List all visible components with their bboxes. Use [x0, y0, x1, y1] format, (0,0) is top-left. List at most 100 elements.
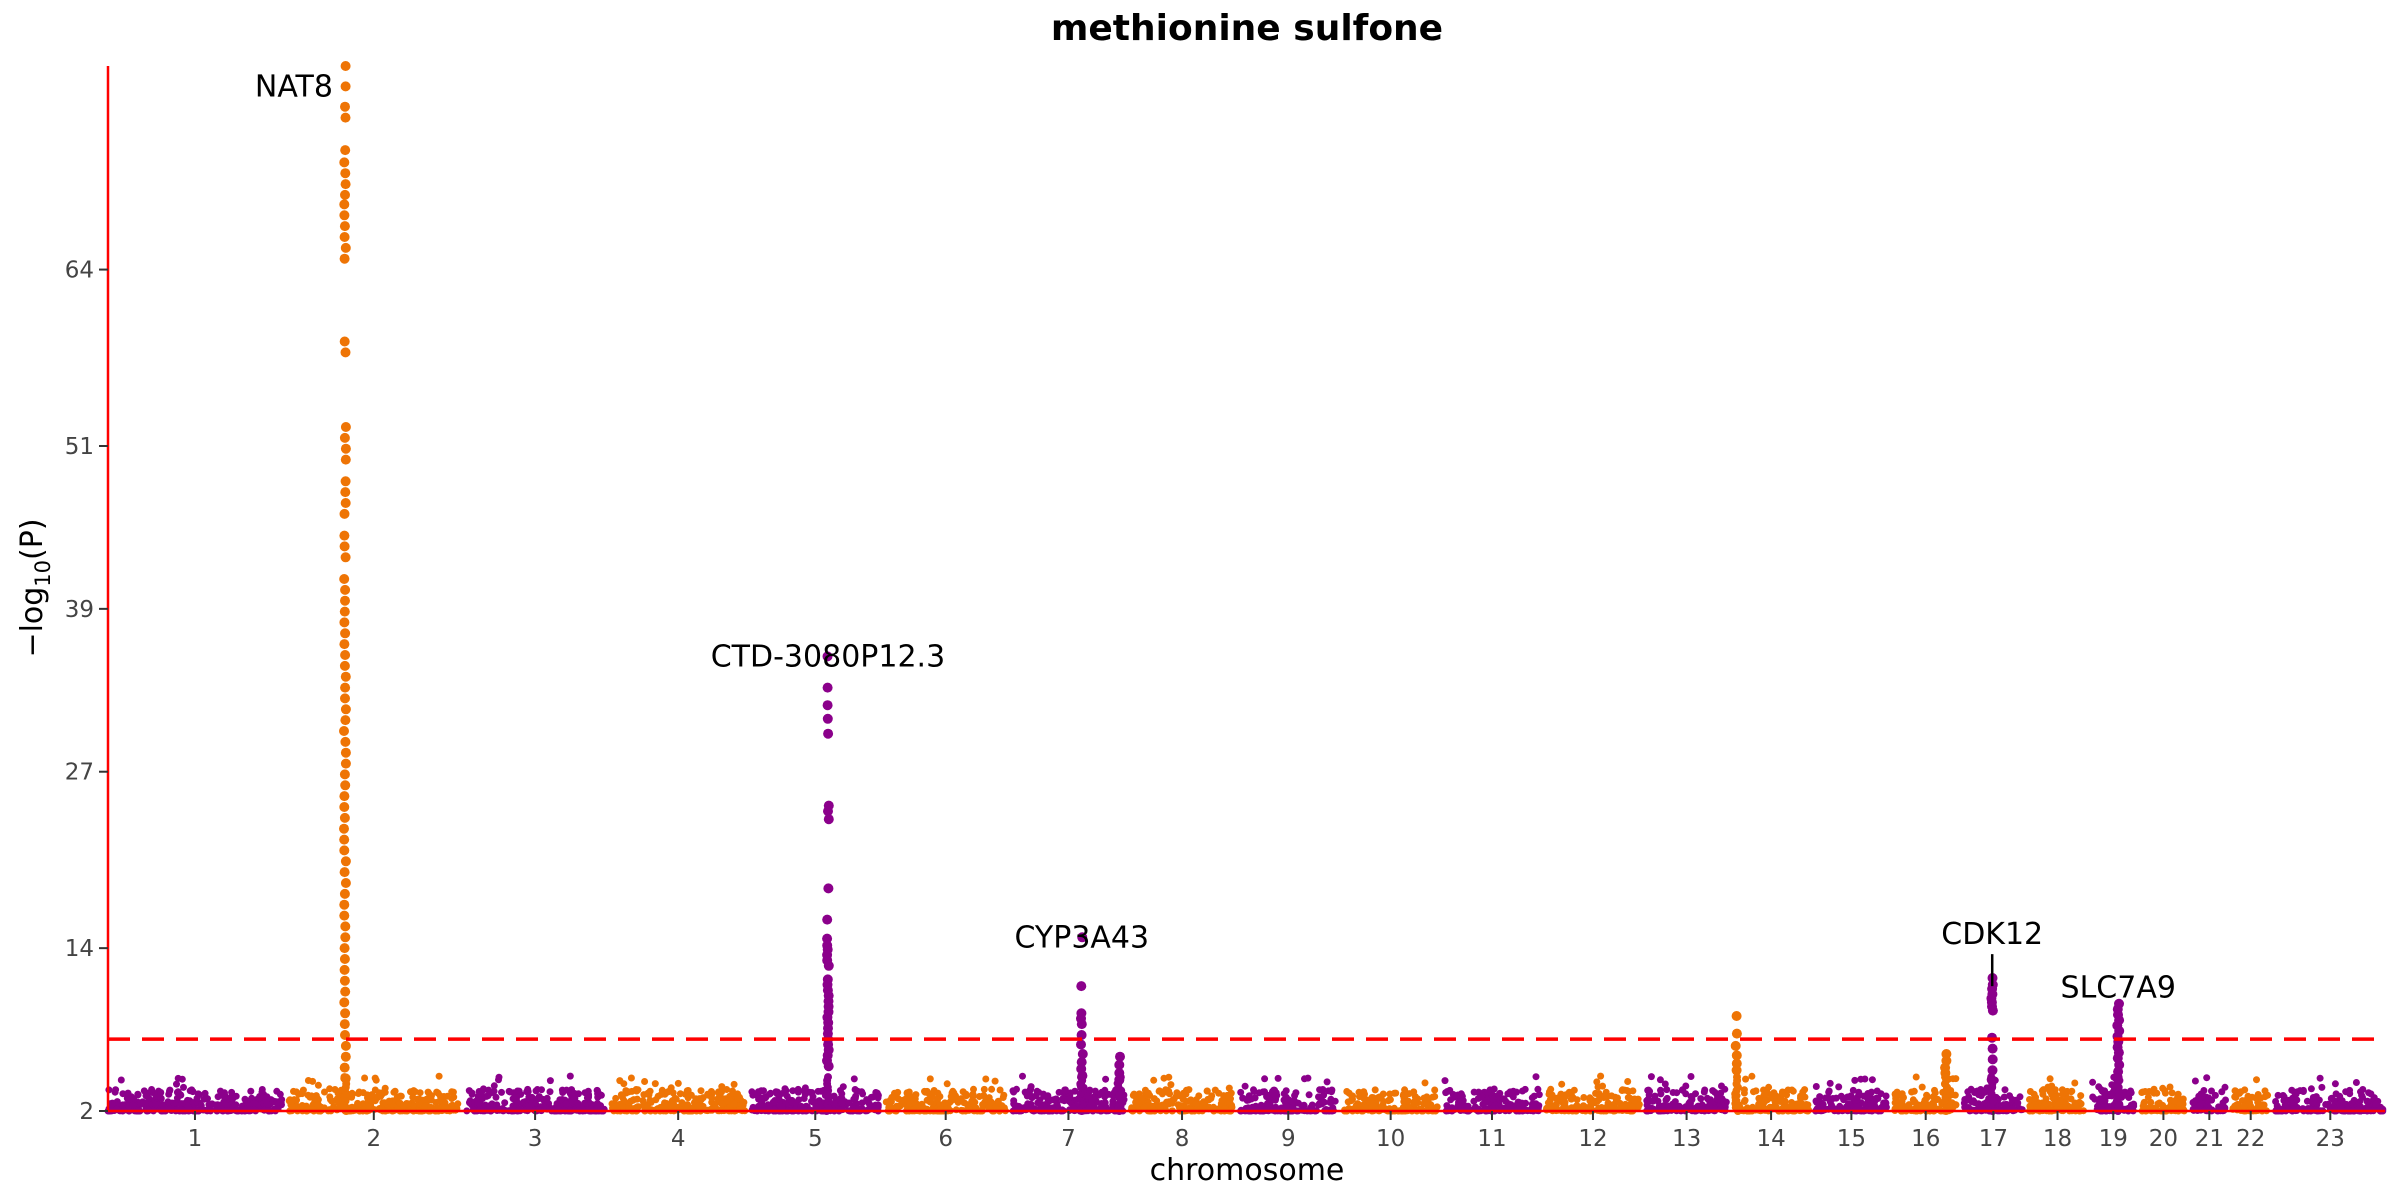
chromosome-points-22 — [2229, 1076, 2272, 1115]
y-tick-label: 27 — [65, 760, 94, 786]
peak-point — [339, 867, 350, 878]
gene-label: SLC7A9 — [2061, 971, 2176, 1006]
chromosome-points-7 — [1009, 1072, 1128, 1115]
peak-point — [822, 682, 833, 693]
peak-point — [1987, 1043, 1998, 1054]
chromosome-points-13 — [1643, 1073, 1730, 1115]
peak-point — [339, 639, 350, 650]
peak-point — [339, 769, 350, 780]
x-tick-label: 21 — [2195, 1126, 2224, 1152]
x-tick-label: 1 — [188, 1126, 203, 1152]
x-tick-label: 9 — [1281, 1126, 1296, 1152]
peak-point — [340, 878, 351, 888]
peak-chr7-3 — [1114, 1051, 1126, 1115]
peak-point — [1731, 1028, 1742, 1039]
x-tick-label: 11 — [1477, 1126, 1506, 1152]
peak-point — [339, 574, 350, 584]
peak-point — [340, 422, 351, 432]
peak-point — [340, 81, 351, 92]
chromosome-points-11 — [1441, 1073, 1543, 1115]
chromosome-points-23 — [2272, 1074, 2387, 1115]
peak-point — [1076, 1019, 1087, 1030]
peak-point — [340, 671, 351, 682]
peak-point — [339, 845, 350, 856]
peak-point — [340, 628, 351, 639]
peak-point — [1987, 1054, 1998, 1065]
gene-label: CDK12 — [1941, 917, 2043, 952]
peak-point — [339, 964, 350, 975]
peak-point — [340, 650, 351, 660]
peak-point — [340, 179, 351, 190]
peak-point — [1987, 1005, 1998, 1016]
peak-point — [340, 715, 351, 726]
peak-point — [340, 704, 351, 715]
x-tick-label: 10 — [1376, 1126, 1405, 1152]
peak-point — [340, 347, 351, 358]
peak-point — [340, 921, 351, 932]
x-tick-label: 3 — [528, 1126, 543, 1152]
peak-point — [339, 232, 350, 242]
y-tick-label: 2 — [79, 1099, 94, 1125]
peak-point — [340, 693, 350, 704]
x-axis-title: chromosome — [1150, 1153, 1345, 1188]
peak-point — [339, 823, 349, 834]
peak-point — [339, 997, 350, 1008]
chromosome-points-18 — [2026, 1075, 2087, 1115]
x-tick-label: 16 — [1911, 1126, 1940, 1152]
annotation-layer: NAT8 CTD-3080P12.3 CYP3A43 CDK12 SLC7A9 — [255, 69, 2176, 1005]
chromosome-points-12 — [1543, 1072, 1643, 1115]
peak-chr14-4 — [1730, 1011, 1742, 1115]
peak-point — [340, 986, 351, 997]
peak-point — [339, 253, 350, 264]
peak-point — [339, 508, 350, 519]
peak-point — [340, 454, 351, 465]
peak-NAT8 — [339, 61, 351, 1115]
peak-point — [339, 812, 350, 823]
peak-point — [339, 899, 350, 910]
chromosome-points-8 — [1128, 1073, 1236, 1115]
peak-point — [340, 747, 351, 758]
peak-point — [1076, 981, 1087, 992]
peak-point — [339, 802, 350, 812]
x-tick-label: 5 — [808, 1126, 823, 1152]
gene-label: CTD-3080P12.3 — [711, 639, 945, 674]
peak-point — [1731, 1065, 1742, 1076]
x-tick-label: 19 — [2099, 1126, 2128, 1152]
peak-chr16-5 — [1940, 1049, 1952, 1115]
peak-point — [339, 606, 350, 617]
peak-point — [340, 1008, 351, 1019]
peak-point — [339, 530, 350, 541]
peak-point — [340, 595, 350, 606]
peak-point — [340, 932, 351, 943]
peak-point — [339, 1019, 350, 1030]
x-tick-label: 18 — [2043, 1126, 2072, 1152]
x-tick-label: 7 — [1061, 1126, 1076, 1152]
peak-point — [339, 910, 350, 921]
x-tick-label: 6 — [938, 1126, 953, 1152]
peak-point — [339, 954, 350, 964]
x-tick-label: 20 — [2149, 1126, 2178, 1152]
peak-point — [340, 168, 351, 179]
peak-point — [339, 660, 350, 671]
peak-point — [339, 834, 350, 845]
peak-point — [1077, 1049, 1088, 1059]
peak-point — [823, 960, 834, 971]
chromosome-points-9 — [1237, 1074, 1339, 1115]
chromosome-points-21 — [2189, 1074, 2229, 1115]
peak-point — [340, 443, 351, 454]
y-tick-label: 39 — [65, 597, 94, 623]
chromosome-points-5 — [748, 1075, 882, 1115]
y-tick-label: 14 — [65, 936, 94, 962]
chromosome-points-1 — [104, 1074, 286, 1115]
points-layer — [104, 61, 2387, 1115]
peak-point — [1076, 1039, 1086, 1050]
peak-point — [823, 806, 833, 817]
chromosome-points-14 — [1731, 1072, 1812, 1115]
x-tick-label: 4 — [671, 1126, 686, 1152]
y-axis-title: −log10(P) — [15, 518, 55, 657]
peak-point — [340, 487, 351, 498]
chromosome-points-6 — [882, 1075, 1009, 1115]
x-tick-label: 13 — [1672, 1126, 1701, 1152]
